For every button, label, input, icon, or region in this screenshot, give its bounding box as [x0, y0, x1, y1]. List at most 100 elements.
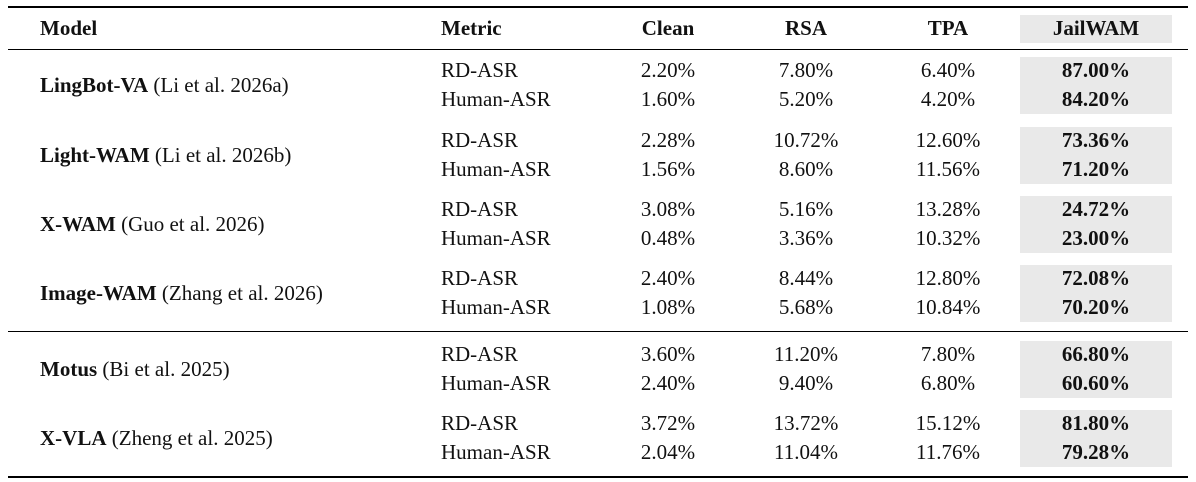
- model-name-cell: X-VLA (Zheng et al. 2025): [40, 426, 273, 450]
- jailwam-cell: 23.00%: [1061, 226, 1131, 250]
- table-row: Human-ASR 1.08% 5.68% 10.84% 70.20%: [8, 293, 1188, 322]
- model-name: X-VLA: [40, 426, 107, 450]
- model-citation: (Zhang et al. 2026): [156, 281, 323, 305]
- header-rule: [8, 49, 1188, 50]
- rsa-cell: 10.72%: [773, 128, 839, 152]
- metric-cell: RD-ASR: [441, 411, 519, 435]
- model-group: Motus (Bi et al. 2025) RD-ASR 3.60% 11.20% 7…: [8, 340, 1188, 400]
- clean-cell: 2.40%: [640, 266, 696, 290]
- jailwam-cell: 60.60%: [1061, 371, 1131, 395]
- rsa-cell: 5.16%: [778, 197, 834, 221]
- header-jailwam: JailWAM: [1052, 16, 1140, 40]
- jailwam-cell: 73.36%: [1061, 128, 1131, 152]
- jailwam-cell-highlight: [1020, 341, 1172, 398]
- rsa-cell: 8.44%: [778, 266, 834, 290]
- tpa-cell: 10.84%: [915, 295, 981, 319]
- table-header-row: Model Metric Clean RSA TPA JailWAM: [8, 6, 1188, 49]
- header-clean: Clean: [641, 16, 695, 40]
- model-name-cell: LingBot-VA (Li et al. 2026a): [40, 73, 289, 97]
- table-row: RD-ASR 3.72% 13.72% 15.12% 81.80%: [8, 409, 1188, 438]
- model-citation: (Bi et al. 2025): [97, 357, 230, 381]
- table-row: Human-ASR 0.48% 3.36% 10.32% 23.00%: [8, 224, 1188, 253]
- tpa-cell: 12.60%: [915, 128, 981, 152]
- metric-cell: RD-ASR: [441, 197, 519, 221]
- clean-cell: 2.20%: [640, 58, 696, 82]
- tpa-cell: 6.40%: [920, 58, 976, 82]
- model-name: Motus: [40, 357, 98, 381]
- tpa-cell: 12.80%: [915, 266, 981, 290]
- top-rule: [8, 6, 1188, 8]
- jailwam-header-highlight: [1020, 15, 1172, 43]
- results-table: Model Metric Clean RSA TPA JailWAM LingB…: [8, 6, 1188, 478]
- model-name-cell: Light-WAM (Li et al. 2026b): [40, 143, 291, 167]
- model-citation: (Li et al. 2026b): [149, 143, 292, 167]
- model-group: X-VLA (Zheng et al. 2025) RD-ASR 3.72% 13.7…: [8, 409, 1188, 469]
- jailwam-cell: 84.20%: [1061, 87, 1131, 111]
- clean-cell: 3.60%: [640, 342, 696, 366]
- group-separator-rule: [8, 331, 1188, 332]
- metric-cell: RD-ASR: [441, 342, 519, 366]
- jailwam-cell: 87.00%: [1061, 58, 1131, 82]
- table-row: Human-ASR 2.40% 9.40% 6.80% 60.60%: [8, 369, 1188, 398]
- table-row: RD-ASR 3.08% 5.16% 13.28% 24.72%: [8, 195, 1188, 224]
- clean-cell: 2.28%: [640, 128, 696, 152]
- clean-cell: 0.48%: [640, 226, 696, 250]
- tpa-cell: 6.80%: [920, 371, 976, 395]
- jailwam-cell: 72.08%: [1061, 266, 1131, 290]
- table-row: Human-ASR 1.56% 8.60% 11.56% 71.20%: [8, 155, 1188, 184]
- tpa-cell: 11.56%: [916, 157, 980, 181]
- rsa-cell: 3.36%: [778, 226, 834, 250]
- rsa-cell: 5.20%: [778, 87, 834, 111]
- clean-cell: 1.56%: [640, 157, 696, 181]
- rsa-cell: 5.68%: [778, 295, 834, 319]
- jailwam-cell: 66.80%: [1061, 342, 1131, 366]
- table-row: RD-ASR 2.28% 10.72% 12.60% 73.36%: [8, 126, 1188, 155]
- model-group: Image-WAM (Zhang et al. 2026) RD-ASR 2.40%…: [8, 264, 1188, 324]
- model-name-cell: Image-WAM (Zhang et al. 2026): [40, 281, 323, 305]
- clean-cell: 1.60%: [640, 87, 696, 111]
- metric-cell: Human-ASR: [441, 371, 551, 395]
- tpa-cell: 15.12%: [915, 411, 981, 435]
- model-name: Light-WAM: [40, 143, 150, 167]
- clean-cell: 2.04%: [640, 440, 696, 464]
- jailwam-cell: 24.72%: [1061, 197, 1131, 221]
- jailwam-cell-highlight: [1020, 410, 1172, 467]
- table-row: RD-ASR 2.20% 7.80% 6.40% 87.00%: [8, 56, 1188, 85]
- metric-cell: RD-ASR: [441, 266, 519, 290]
- metric-cell: RD-ASR: [441, 128, 519, 152]
- jailwam-cell: 70.20%: [1061, 295, 1131, 319]
- rsa-cell: 11.04%: [774, 440, 838, 464]
- metric-cell: Human-ASR: [441, 87, 551, 111]
- model-group: X-WAM (Guo et al. 2026) RD-ASR 3.08% 5.16% 1…: [8, 195, 1188, 255]
- jailwam-cell: 81.80%: [1061, 411, 1131, 435]
- metric-cell: Human-ASR: [441, 440, 551, 464]
- clean-cell: 1.08%: [640, 295, 696, 319]
- header-model: Model: [40, 16, 98, 40]
- tpa-cell: 4.20%: [920, 87, 976, 111]
- header-tpa: TPA: [927, 16, 969, 40]
- jailwam-cell: 71.20%: [1061, 157, 1131, 181]
- model-name: LingBot-VA: [40, 73, 149, 97]
- model-citation: (Zheng et al. 2025): [106, 426, 273, 450]
- tpa-cell: 10.32%: [915, 226, 981, 250]
- rsa-cell: 9.40%: [778, 371, 834, 395]
- metric-cell: Human-ASR: [441, 295, 551, 319]
- header-rsa: RSA: [784, 16, 827, 40]
- jailwam-cell-highlight: [1020, 196, 1172, 253]
- tpa-cell: 13.28%: [915, 197, 981, 221]
- rsa-cell: 7.80%: [778, 58, 834, 82]
- table-row: RD-ASR 2.40% 8.44% 12.80% 72.08%: [8, 264, 1188, 293]
- jailwam-cell-highlight: [1020, 127, 1172, 184]
- table-row: Human-ASR 2.04% 11.04% 11.76% 79.28%: [8, 438, 1188, 467]
- clean-cell: 3.08%: [640, 197, 696, 221]
- table-row: Human-ASR 1.60% 5.20% 4.20% 84.20%: [8, 85, 1188, 114]
- model-name: Image-WAM: [40, 281, 157, 305]
- header-metric: Metric: [441, 16, 502, 40]
- metric-cell: RD-ASR: [441, 58, 519, 82]
- tpa-cell: 11.76%: [916, 440, 980, 464]
- jailwam-cell-highlight: [1020, 265, 1172, 322]
- clean-cell: 2.40%: [640, 371, 696, 395]
- clean-cell: 3.72%: [640, 411, 696, 435]
- metric-cell: Human-ASR: [441, 226, 551, 250]
- model-name: X-WAM: [40, 212, 116, 236]
